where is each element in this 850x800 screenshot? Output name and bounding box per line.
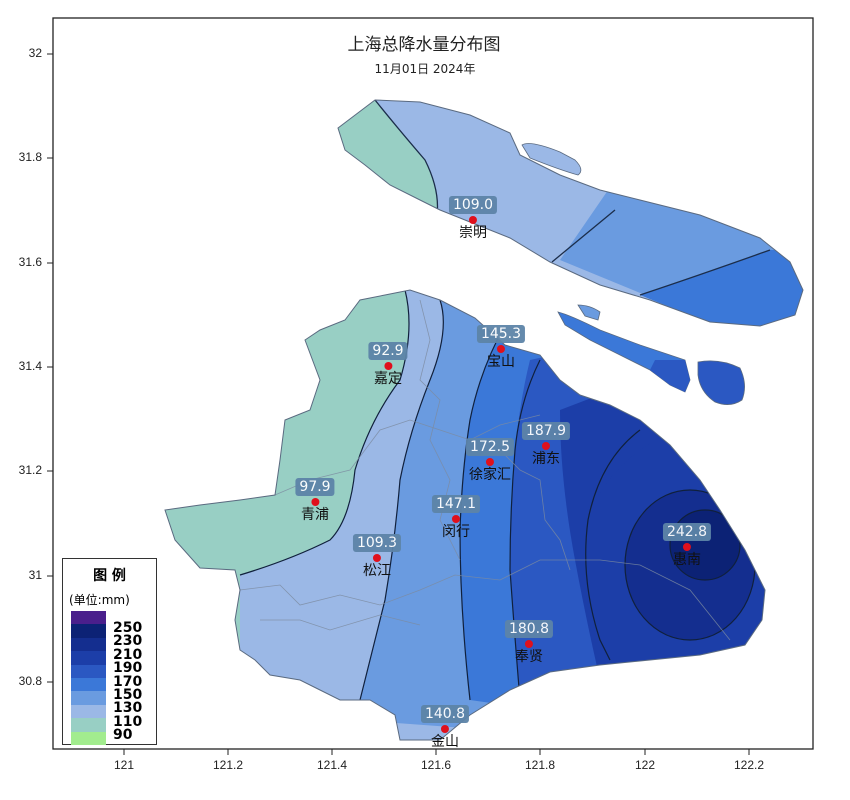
station-name: 青浦 [300, 507, 329, 523]
legend-swatch [71, 678, 106, 692]
y-tick-label: 31.6 [18, 255, 42, 269]
x-tick-label: 121.4 [316, 758, 348, 772]
station-name: 徐家汇 [469, 467, 511, 483]
x-tick-label: 121.8 [524, 758, 556, 772]
station-baoshan[interactable]: 145.3 宝山 [476, 323, 526, 371]
station-value: 97.9 [295, 478, 335, 496]
station-chongming[interactable]: 109.0 崇明 [448, 194, 498, 242]
legend-swatch [71, 691, 106, 705]
x-tick-label: 121 [113, 758, 135, 772]
station-name: 闵行 [442, 524, 470, 540]
x-tick-label: 121.2 [212, 758, 244, 772]
station-pudong[interactable]: 187.9 浦东 [521, 420, 571, 468]
station-marker-icon [383, 362, 392, 370]
station-jiading[interactable]: 92.9 嘉定 [368, 340, 408, 388]
station-songjiang[interactable]: 109.3 松江 [352, 532, 402, 580]
legend-swatch [71, 651, 106, 665]
island-hengsha [697, 360, 745, 405]
station-marker-icon [486, 458, 494, 466]
station-value: 147.1 [431, 495, 481, 513]
station-name: 金山 [431, 734, 459, 750]
y-tick-label: 31 [28, 568, 42, 582]
x-tick-label: 122 [634, 758, 656, 772]
station-marker-icon [441, 725, 449, 733]
legend-swatch [71, 637, 106, 652]
station-marker-icon [683, 543, 691, 551]
station-name: 奉贤 [515, 649, 543, 665]
station-name: 嘉定 [373, 371, 402, 387]
station-value: 145.3 [476, 325, 526, 343]
station-huinan[interactable]: 242.8 惠南 [662, 521, 712, 569]
station-value: 109.3 [352, 534, 402, 552]
station-name: 浦东 [532, 451, 560, 467]
station-name: 崇明 [459, 225, 487, 241]
legend-swatch [71, 664, 106, 678]
station-xujiahui[interactable]: 172.5 徐家汇 [465, 436, 515, 484]
legend-swatch [71, 624, 106, 638]
station-marker-icon [497, 345, 505, 353]
station-name: 松江 [363, 563, 391, 579]
x-tick-label: 121.6 [420, 758, 452, 772]
map-title: 上海总降水量分布图 [347, 35, 501, 55]
station-marker-icon [542, 442, 550, 450]
legend-swatch [71, 718, 106, 732]
station-value: 172.5 [465, 438, 515, 456]
station-value: 109.0 [448, 196, 498, 214]
station-marker-icon [310, 498, 319, 506]
y-tick-label: 31.2 [18, 463, 42, 477]
station-qingpu[interactable]: 97.9 青浦 [295, 476, 335, 524]
legend: 图 例 (单位:mm) 250 230 210 190 170 150 130 … [62, 558, 157, 745]
station-minhang[interactable]: 147.1 闵行 [431, 493, 481, 541]
plot-frame [52, 17, 814, 750]
legend-unit: (单位:mm) [69, 593, 130, 607]
station-value: 140.8 [420, 705, 470, 723]
legend-swatch [71, 704, 106, 719]
y-tick-label: 32 [28, 46, 42, 60]
station-marker-icon [452, 515, 460, 523]
station-value: 242.8 [662, 523, 712, 541]
y-tick-label: 31.8 [18, 150, 42, 164]
legend-label: 90 [113, 727, 133, 744]
station-marker-icon [525, 640, 533, 648]
y-tick-label: 30.8 [18, 674, 42, 688]
legend-label: 110 [113, 713, 143, 730]
station-fengxian[interactable]: 180.8 奉贤 [504, 618, 554, 666]
station-name: 宝山 [487, 354, 515, 370]
legend-title: 图 例 [93, 568, 126, 584]
legend-label: 250 [113, 620, 143, 636]
station-name: 惠南 [673, 552, 701, 568]
legend-label: 190 [113, 660, 143, 677]
station-marker-icon [373, 554, 381, 562]
legend-label: 210 [113, 646, 143, 663]
station-value: 180.8 [504, 620, 554, 638]
legend-swatch [71, 731, 106, 745]
legend-label: 230 [113, 633, 143, 650]
map-date: 11月01日 2024年 [374, 62, 476, 76]
x-tick-label: 122.2 [733, 758, 765, 772]
station-value: 187.9 [521, 422, 571, 440]
legend-label: 150 [113, 687, 143, 703]
y-tick-label: 31.4 [18, 359, 42, 373]
legend-label: 130 [113, 700, 143, 717]
station-value: 92.9 [368, 342, 408, 360]
station-jinshan[interactable]: 140.8 金山 [420, 703, 470, 751]
legend-label: 170 [113, 673, 143, 690]
station-marker-icon [469, 216, 477, 224]
legend-swatch [71, 611, 106, 625]
island-small-north [521, 143, 582, 176]
